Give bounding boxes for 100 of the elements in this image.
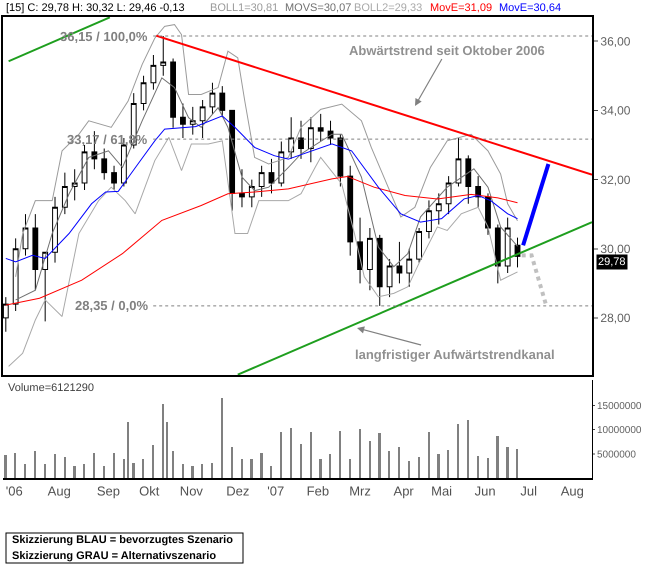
bar [142,459,144,478]
bar [152,445,154,478]
candlestick [308,116,314,163]
candlestick [32,214,38,291]
candlestick [210,82,216,114]
bar [221,398,223,478]
y-tick-label: 34,00 [600,104,631,118]
x-tick-label: Apr [394,484,414,499]
text: MovE=30,64 [499,2,562,14]
bar [319,459,322,478]
bar [14,453,16,478]
bar [398,447,400,478]
candlestick [416,228,422,264]
bar [250,459,253,478]
x-tick-label: Aug [48,484,71,499]
annotation: langfristiger Aufwärtstrendkanal [355,347,555,362]
bar [467,420,469,478]
bar [477,456,479,478]
bar [64,457,66,478]
candlestick [426,200,432,239]
candlestick [190,106,196,136]
x-tick-label: Sep [96,484,120,499]
bar [231,447,233,478]
bar [83,464,85,478]
candlestick [150,54,156,90]
y-tick-label: 30,00 [600,242,631,256]
y-tick-label: 28,00 [600,311,631,326]
candlestick [328,120,334,146]
bar [132,463,135,478]
x-tick-label: Mrz [349,484,371,499]
candlestick [229,110,236,212]
bar [127,422,129,478]
bar [211,463,213,478]
text: MOVS=30,07 [285,2,352,14]
candlestick [485,192,491,236]
bar [241,459,243,478]
line-series [15,77,518,300]
y-tick-label: 32,00 [600,172,631,187]
bar [182,464,184,478]
ref-line-label: 28,35 / 0,0% [75,298,148,313]
x-tick-label: Jun [474,484,496,499]
candlestick [180,102,186,139]
bar [113,453,115,478]
candlestick [258,165,265,198]
candlestick [465,154,472,204]
bar [339,431,341,478]
text: Skizzierung GRAU = Alternativszenario [12,550,216,562]
candlestick [82,144,88,190]
annotation: Volume=6121290 [8,382,94,394]
bar [93,453,95,478]
text: BOLL2=29,33 [354,2,422,14]
bar [310,432,312,478]
bar [496,436,499,478]
candlestick [337,134,344,187]
candlestick [288,116,294,160]
candlestick [366,228,373,291]
candlestick [52,196,58,264]
bar [201,464,203,478]
bar [162,404,164,478]
x-tick-label: '06 [6,484,23,499]
bar [123,459,125,478]
candlestick [62,172,68,215]
candlestick [101,148,108,180]
y-tick-label: 36,00 [600,34,631,48]
x-tick-label: Jul [520,484,538,499]
bar [166,422,168,478]
annotation: Abwärtstrend seit Oktober 2006 [349,43,545,58]
candlestick [160,36,166,76]
text: Skizzierung BLAU = bevorzugtes Szenario [12,534,234,546]
bar [437,454,440,478]
bar [369,441,371,478]
candlestick [436,192,442,226]
candlestick [72,168,78,201]
bar [487,458,489,478]
y-tick-label: 10000000 [597,425,642,436]
candlestick [200,100,206,139]
bar [34,451,36,478]
bar [457,424,459,478]
text: 29,78 [598,256,626,268]
bar [4,455,7,478]
bar [506,447,509,478]
bar [260,453,263,478]
bar [103,466,105,478]
bar [270,466,272,478]
bar [418,457,420,478]
bar [300,444,302,478]
x-tick-label: Nov [180,484,204,499]
chart-title: [15] C: 29,78 H: 30,32 L: 29,46 -0,13 [6,2,185,14]
candlestick [298,120,304,160]
line-series [5,115,518,262]
candlestick [268,158,274,194]
bar [290,428,292,478]
candlestick [140,75,146,111]
bar [24,464,26,478]
candlestick [111,165,117,190]
candlestick [22,214,28,256]
bar [44,464,46,478]
x-tick-label: Dez [226,484,250,499]
bar [191,466,194,478]
text: BOLL1=30,81 [210,2,278,14]
